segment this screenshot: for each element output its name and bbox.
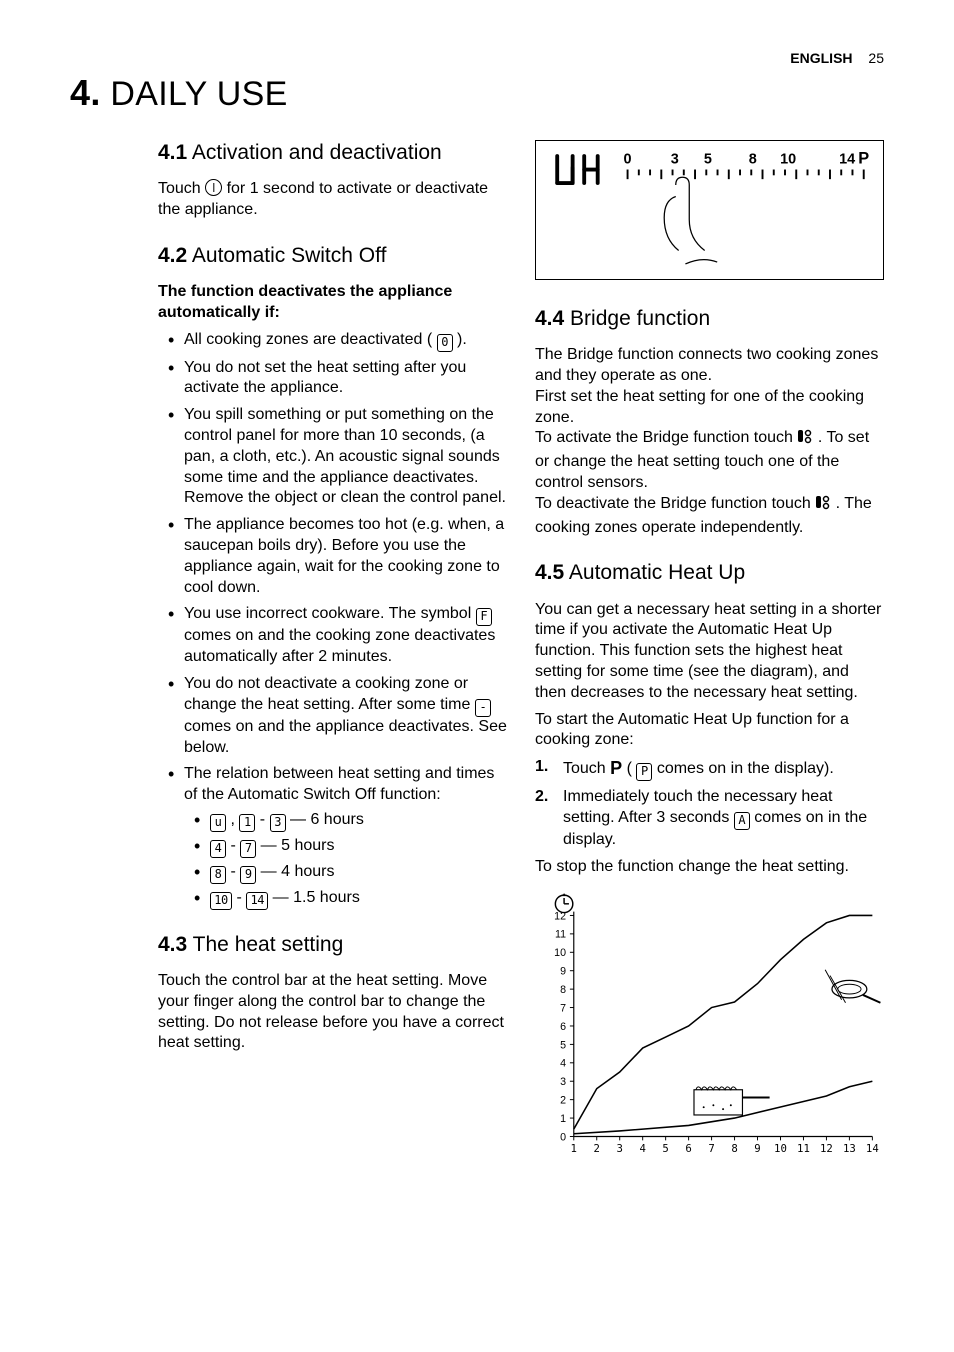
left-column: 4.1 Activation and deactivation Touch fo… <box>70 140 507 1162</box>
list-item: 8 - 9 — 4 hours <box>198 862 507 884</box>
power-icon <box>205 179 222 196</box>
section-45-p2: To start the Automatic Heat Up function … <box>535 710 884 752</box>
svg-text:11: 11 <box>555 928 566 940</box>
digit-icon: u <box>210 814 226 832</box>
header-page: 25 <box>868 50 884 66</box>
svg-text:1: 1 <box>571 1142 577 1155</box>
svg-text:13: 13 <box>843 1142 856 1155</box>
digit-icon: 9 <box>240 866 256 884</box>
list-item: You do not set the heat setting after yo… <box>172 358 507 400</box>
bridge-icon <box>797 429 813 452</box>
section-45-p1: You can get a necessary heat setting in … <box>535 600 884 704</box>
section-44-title: 4.4 Bridge function <box>535 306 884 331</box>
svg-text:3: 3 <box>560 1076 566 1088</box>
svg-text:7: 7 <box>560 1002 566 1014</box>
svg-text:11: 11 <box>797 1142 810 1155</box>
svg-text:2: 2 <box>594 1142 600 1155</box>
section-41-title: 4.1 Activation and deactivation <box>158 140 507 165</box>
chapter-num: 4. <box>70 72 101 113</box>
list-item: You do not deactivate a cooking zone or … <box>172 674 507 758</box>
chapter-title: 4. DAILY USE <box>70 72 884 114</box>
list-item: 4 - 7 — 5 hours <box>198 836 507 858</box>
svg-text:8: 8 <box>731 1142 737 1155</box>
list-item: You spill something or put something on … <box>172 405 507 509</box>
page-header: ENGLISH 25 <box>790 50 884 66</box>
section-43-body: Touch the control bar at the heat settin… <box>158 971 507 1054</box>
section-44-body: The Bridge function connects two cooking… <box>535 345 884 538</box>
svg-text:10: 10 <box>774 1142 787 1155</box>
times-sublist: u , 1 - 3 — 6 hours 4 - 7 — 5 hours 8 - … <box>184 810 507 910</box>
svg-text:9: 9 <box>754 1142 760 1155</box>
section-42-list: All cooking zones are deactivated ( 0 ).… <box>158 330 507 910</box>
section-42-title: 4.2 Automatic Switch Off <box>158 243 507 268</box>
p-icon: P <box>610 757 622 780</box>
list-item: All cooking zones are deactivated ( 0 ). <box>172 330 507 352</box>
digit-icon: 8 <box>210 866 226 884</box>
list-item: 2.Immediately touch the necessary heat s… <box>535 787 884 851</box>
svg-text:6: 6 <box>560 1020 566 1032</box>
svg-text:5: 5 <box>662 1142 668 1155</box>
section-45-steps: 1.Touch P ( P comes on in the display). … <box>535 757 884 851</box>
svg-text:14: 14 <box>839 152 855 168</box>
svg-text:6: 6 <box>685 1142 691 1155</box>
digit-icon: 1 <box>239 814 255 832</box>
digit-icon: 0 <box>437 334 453 352</box>
digit-icon: A <box>734 812 750 830</box>
figure-heatup-chart: 01234567891011121234567891011121314 <box>535 888 884 1162</box>
digit-icon: - <box>475 699 491 717</box>
figure-control-bar: 0 3 5 8 10 14P <box>535 140 884 280</box>
svg-text:P: P <box>858 150 869 168</box>
section-42-lead: The function deactivates the appliance a… <box>158 282 507 324</box>
chapter-text: DAILY USE <box>110 75 287 113</box>
svg-text:3: 3 <box>617 1142 623 1155</box>
svg-text:1: 1 <box>560 1112 566 1124</box>
svg-text:9: 9 <box>560 965 566 977</box>
svg-text:4: 4 <box>639 1142 645 1155</box>
svg-text:3: 3 <box>671 152 679 168</box>
right-column: 03581014P 4.4 Bridge function The Bridge… <box>535 140 884 1162</box>
svg-text:10: 10 <box>780 152 796 168</box>
section-43-title: 4.3 The heat setting <box>158 932 507 957</box>
svg-text:12: 12 <box>820 1142 833 1155</box>
svg-text:4: 4 <box>560 1057 566 1069</box>
svg-text:0: 0 <box>624 152 632 168</box>
list-item: The appliance becomes too hot (e.g. when… <box>172 515 507 598</box>
svg-text:14: 14 <box>866 1142 879 1155</box>
digit-icon: 10 <box>210 892 232 910</box>
digit-icon: 7 <box>240 840 256 858</box>
svg-text:5: 5 <box>704 152 712 168</box>
svg-text:8: 8 <box>560 984 566 996</box>
digit-icon: 4 <box>210 840 226 858</box>
bridge-icon <box>815 495 831 518</box>
section-45-title: 4.5 Automatic Heat Up <box>535 560 884 585</box>
digit-icon: 3 <box>270 814 286 832</box>
digit-icon: F <box>476 608 492 626</box>
header-lang: ENGLISH <box>790 50 852 66</box>
list-item: 1.Touch P ( P comes on in the display). <box>535 757 884 781</box>
section-45-p3: To stop the function change the heat set… <box>535 857 884 878</box>
list-item: You use incorrect cookware. The symbol F… <box>172 604 507 668</box>
section-41-body: Touch for 1 second to activate or deacti… <box>158 179 507 221</box>
svg-text:0: 0 <box>560 1131 566 1143</box>
list-item: The relation between heat setting and ti… <box>172 764 507 910</box>
svg-text:8: 8 <box>749 152 757 168</box>
svg-text:5: 5 <box>560 1039 566 1051</box>
list-item: u , 1 - 3 — 6 hours <box>198 810 507 832</box>
svg-text:7: 7 <box>708 1142 714 1155</box>
svg-text:12: 12 <box>554 910 566 922</box>
svg-text:10: 10 <box>554 947 566 959</box>
list-item: 10 - 14 — 1.5 hours <box>198 888 507 910</box>
svg-text:2: 2 <box>560 1094 566 1106</box>
digit-icon: P <box>636 763 652 781</box>
digit-icon: 14 <box>246 892 268 910</box>
